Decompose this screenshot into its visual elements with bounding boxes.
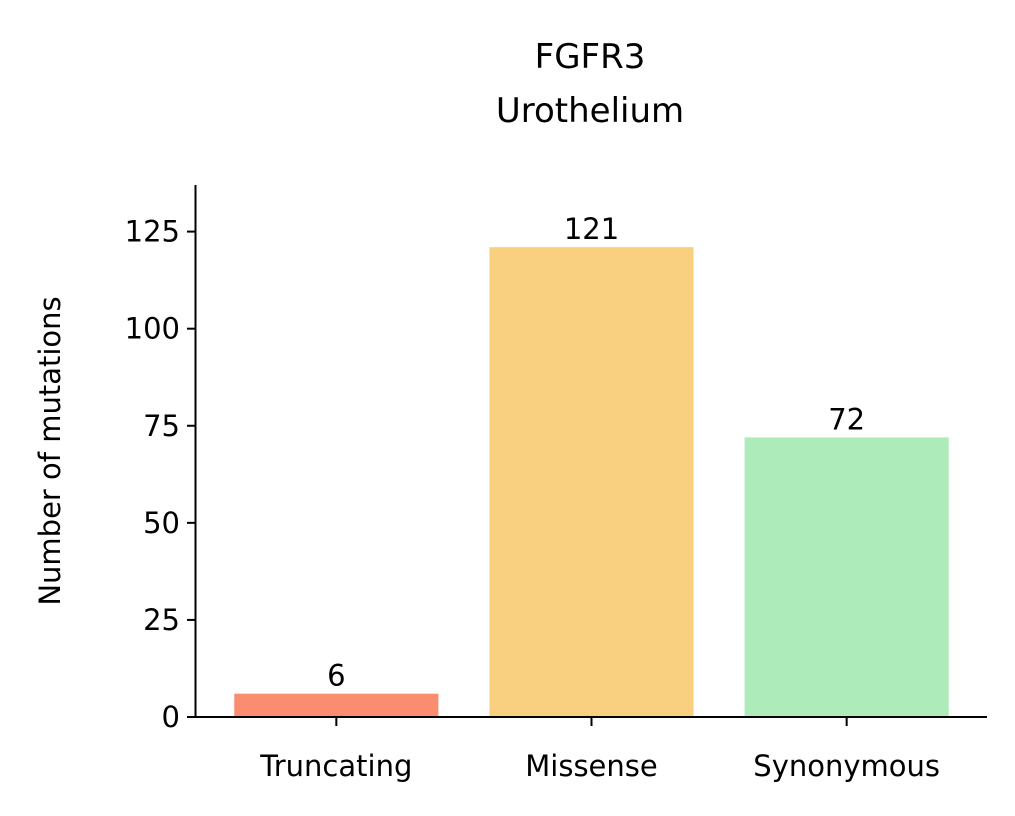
y-tick-label: 125 (125, 215, 180, 249)
y-tick-label: 25 (143, 603, 180, 637)
bar-value-label: 121 (564, 212, 619, 246)
y-tick-label: 75 (143, 409, 180, 443)
chart-subtitle: Urothelium (496, 91, 684, 131)
bars-group (234, 247, 949, 717)
y-ticks-group: 0 25 50 75 100 125 (125, 215, 196, 734)
y-tick-label: 0 (162, 700, 180, 734)
y-axis-label: Number of mutations (33, 296, 67, 605)
x-tick-label: Synonymous (753, 749, 940, 783)
y-tick-label: 100 (125, 312, 180, 346)
x-tick-label: Missense (525, 749, 657, 783)
x-tick-label: Truncating (259, 749, 412, 783)
x-ticks-group: Truncating Missense Synonymous (259, 717, 940, 783)
chart-title: FGFR3 (535, 37, 646, 77)
bar-truncating (234, 693, 439, 717)
bar-value-label: 72 (828, 402, 865, 436)
bar-missense (489, 247, 694, 717)
bar-labels-group: 6 121 72 (327, 212, 865, 693)
bar-synonymous (744, 437, 949, 717)
bar-value-label: 6 (327, 659, 345, 693)
y-tick-label: 50 (143, 506, 180, 540)
